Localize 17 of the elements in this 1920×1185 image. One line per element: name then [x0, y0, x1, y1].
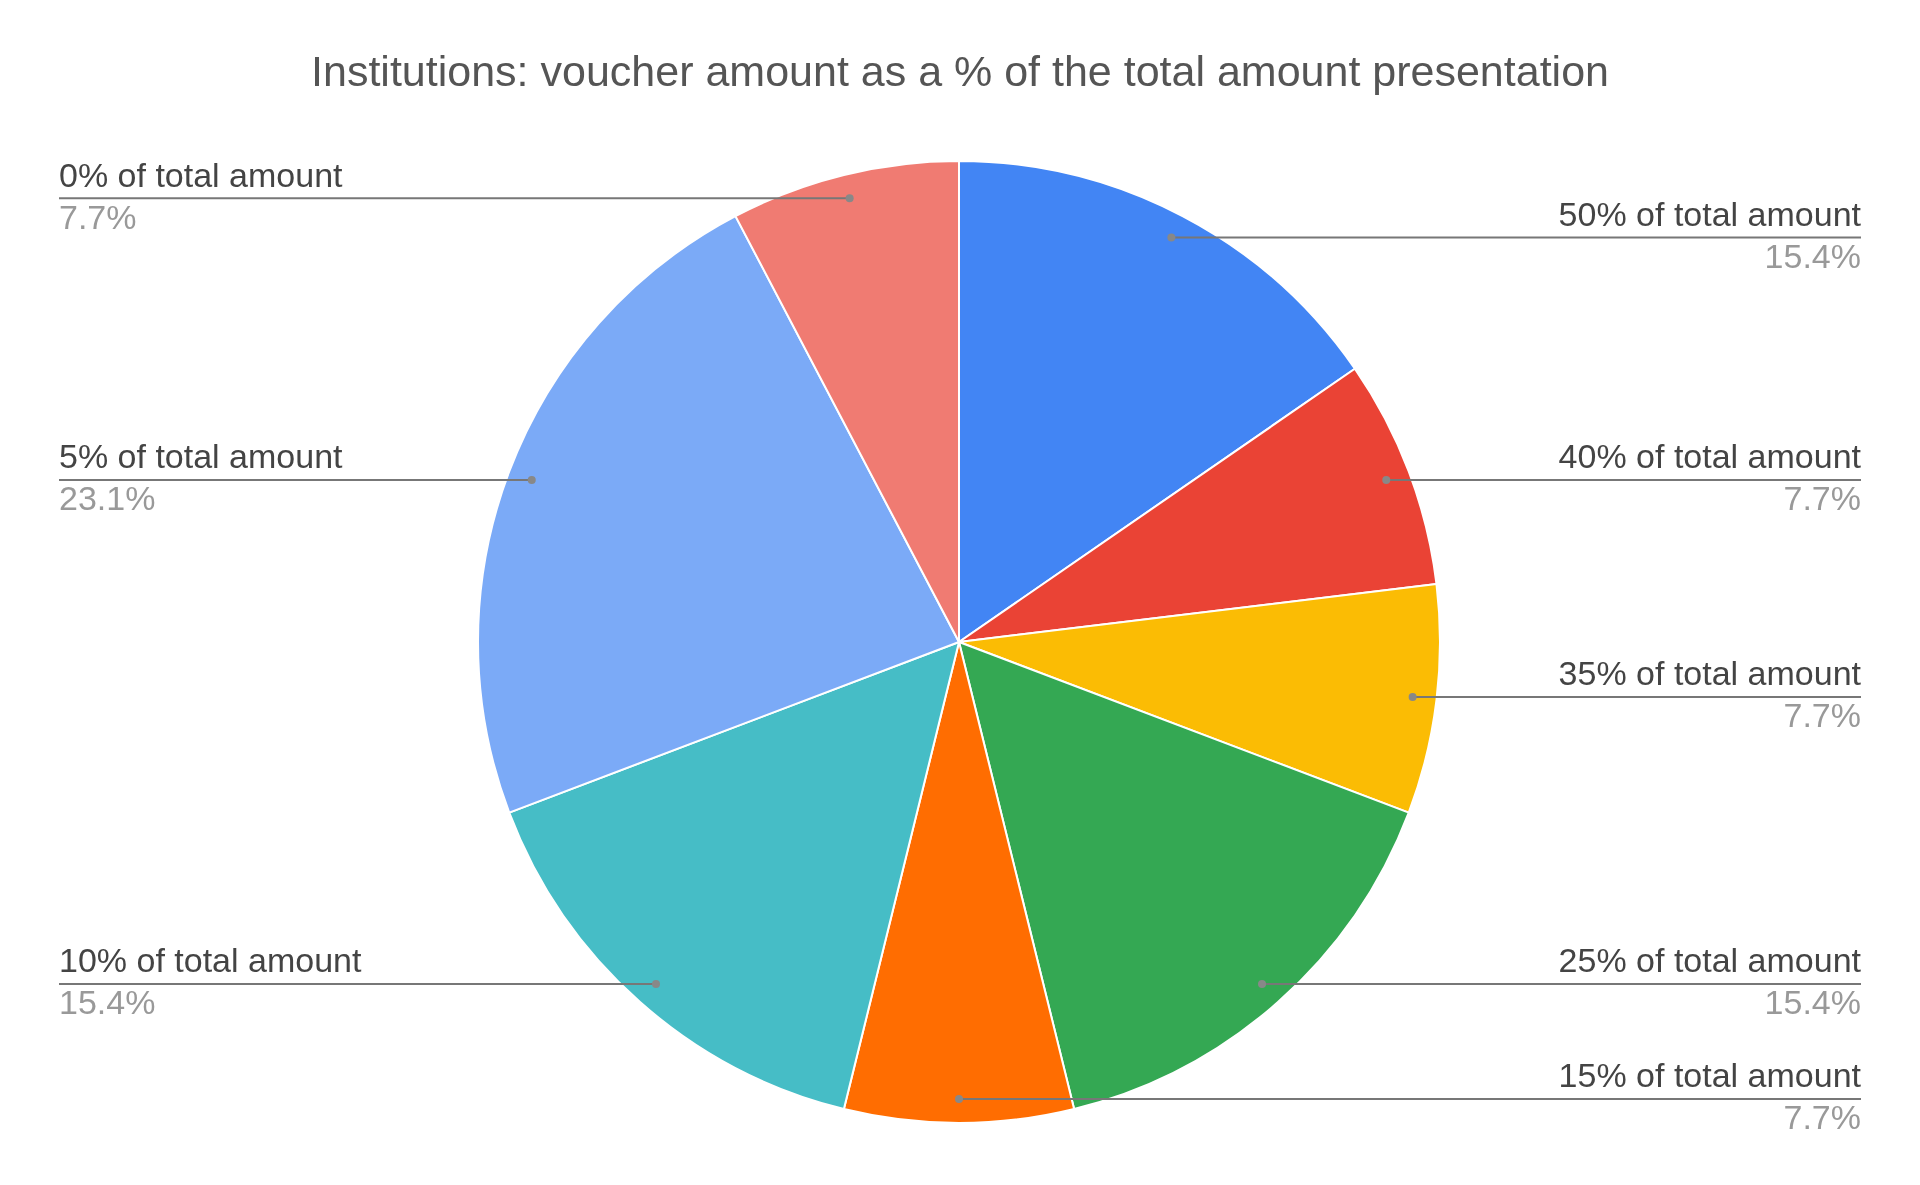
slice-label: 0% of total amount	[59, 155, 344, 194]
data-label: 15.4%	[59, 983, 156, 1022]
slice-label: 15% of total amount	[1558, 1056, 1862, 1095]
slice-label: 25% of total amount	[1558, 941, 1862, 980]
data-label: 7.7%	[1783, 696, 1861, 735]
chart-title: Institutions: voucher amount as a % of the total amount presentation	[311, 47, 1609, 95]
data-label: 7.7%	[1783, 479, 1861, 518]
data-label: 23.1%	[59, 479, 156, 518]
data-label: 7.7%	[59, 197, 137, 236]
slice-label: 35% of total amount	[1558, 654, 1862, 693]
data-label: 15.4%	[1764, 236, 1861, 275]
slice-label: 5% of total amount	[59, 437, 344, 476]
slice-label: 40% of total amount	[1558, 437, 1862, 476]
slice-label: 10% of total amount	[59, 941, 362, 980]
data-label: 7.7%	[1783, 1098, 1861, 1137]
slice-label: 50% of total amount	[1558, 194, 1862, 233]
data-label: 15.4%	[1764, 983, 1861, 1022]
